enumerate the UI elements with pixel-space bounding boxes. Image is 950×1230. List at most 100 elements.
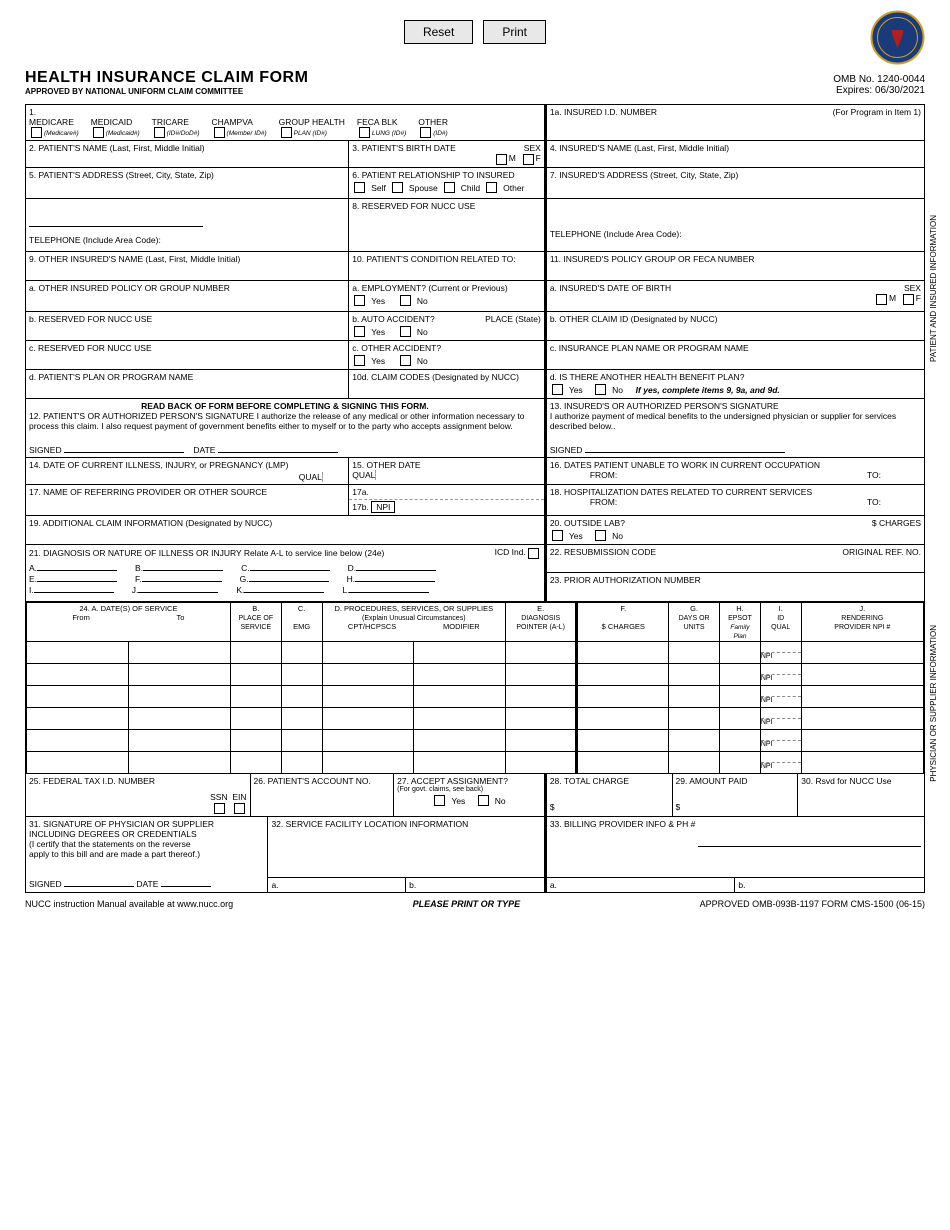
champva-checkbox[interactable]	[214, 127, 225, 138]
date31-line[interactable]	[161, 877, 211, 887]
box33b[interactable]: b.	[735, 878, 924, 892]
box33a[interactable]: a.	[547, 878, 736, 892]
box12-date: DATE	[193, 445, 215, 455]
box32a[interactable]: a.	[268, 878, 406, 892]
medicare-checkbox[interactable]	[31, 127, 42, 138]
othacc-no: No	[417, 356, 428, 366]
sex-m-checkbox[interactable]	[496, 154, 507, 165]
diag-a-field[interactable]	[37, 562, 117, 571]
box33-label: 33. BILLING PROVIDER INFO & PH #	[550, 819, 921, 829]
medicare-label: MEDICARE	[29, 117, 79, 127]
box5[interactable]: 5. PATIENT'S ADDRESS (Street, City, Stat…	[26, 168, 349, 198]
diag-j-field[interactable]	[138, 584, 218, 593]
box17[interactable]: 17. NAME OF REFERRING PROVIDER OR OTHER …	[26, 485, 349, 515]
service-row[interactable]: NPI	[27, 730, 924, 752]
service-row[interactable]: NPI	[27, 708, 924, 730]
ins-sex-f-checkbox[interactable]	[903, 294, 914, 305]
service-row[interactable]: NPI	[27, 752, 924, 774]
h24b: B.	[252, 604, 259, 613]
diag-e-field[interactable]	[37, 573, 117, 582]
rel-self-checkbox[interactable]	[354, 182, 365, 193]
auto-no: No	[417, 327, 428, 337]
accept-no-checkbox[interactable]	[478, 795, 489, 806]
h24a-to: To	[177, 613, 185, 622]
reset-button[interactable]: Reset	[404, 20, 473, 44]
h24g3: UNITS	[684, 624, 705, 631]
box9[interactable]: 9. OTHER INSURED'S NAME (Last, First, Mi…	[26, 252, 349, 280]
box6-label: 6. PATIENT RELATIONSHIP TO INSURED	[352, 170, 541, 180]
medicaid-checkbox[interactable]	[93, 127, 104, 138]
box23[interactable]: 23. PRIOR AUTHORIZATION NUMBER	[547, 573, 924, 601]
box9d[interactable]: d. PATIENT'S PLAN OR PROGRAM NAME	[26, 370, 349, 398]
box31-signed: SIGNED	[29, 879, 62, 889]
rel-child: Child	[461, 183, 480, 193]
lab-no-checkbox[interactable]	[595, 530, 606, 541]
box2[interactable]: 2. PATIENT'S NAME (Last, First, Middle I…	[26, 141, 349, 167]
footer-print: PLEASE PRINT OR TYPE	[413, 899, 521, 909]
plan-no-checkbox[interactable]	[595, 384, 606, 395]
box11[interactable]: 11. INSURED'S POLICY GROUP OR FECA NUMBE…	[547, 252, 924, 280]
sex-f-checkbox[interactable]	[523, 154, 534, 165]
form-subtitle: APPROVED BY NATIONAL UNIFORM CLAIM COMMI…	[25, 87, 308, 96]
service-row[interactable]: NPI	[27, 642, 924, 664]
expires: Expires: 06/30/2021	[833, 85, 925, 96]
emp-yes-checkbox[interactable]	[354, 295, 365, 306]
box20-charges: $ CHARGES	[872, 518, 921, 528]
npi-label: NPI	[761, 762, 801, 770]
diag-b-field[interactable]	[143, 562, 223, 571]
diag-g-field[interactable]	[249, 573, 329, 582]
box7[interactable]: 7. INSURED'S ADDRESS (Street, City, Stat…	[547, 168, 924, 198]
diag-l-field[interactable]	[349, 584, 429, 593]
h24j2: RENDERING	[841, 615, 883, 622]
ein-checkbox[interactable]	[234, 803, 245, 814]
box32b[interactable]: b.	[406, 878, 544, 892]
ssn-checkbox[interactable]	[214, 803, 225, 814]
plan-yes-checkbox[interactable]	[552, 384, 563, 395]
box11c[interactable]: c. INSURANCE PLAN NAME OR PROGRAM NAME	[547, 341, 924, 369]
othacc-no-checkbox[interactable]	[400, 355, 411, 366]
ins-sex-m-checkbox[interactable]	[876, 294, 887, 305]
diag-d-field[interactable]	[356, 562, 436, 571]
rel-child-checkbox[interactable]	[444, 182, 455, 193]
service-table: 24. A. DATE(S) OF SERVICEFromTo B.PLACE …	[26, 602, 924, 774]
accept-yes-checkbox[interactable]	[434, 795, 445, 806]
diag-k-field[interactable]	[244, 584, 324, 593]
print-button[interactable]: Print	[483, 20, 546, 44]
feca-checkbox[interactable]	[359, 127, 370, 138]
service-row[interactable]: NPI	[27, 664, 924, 686]
date12-line[interactable]	[218, 443, 338, 453]
emp-no-checkbox[interactable]	[400, 295, 411, 306]
box10c-label: c. OTHER ACCIDENT?	[352, 343, 541, 353]
box22-orig: ORIGINAL REF. NO.	[842, 547, 921, 570]
footer-approved: APPROVED OMB-093B-1197 FORM CMS-1500 (06…	[700, 899, 925, 909]
lab-yes-checkbox[interactable]	[552, 530, 563, 541]
other-checkbox[interactable]	[420, 127, 431, 138]
medicare-sub: (Medicare#)	[44, 130, 79, 137]
box4[interactable]: 4. INSURED'S NAME (Last, First, Middle I…	[547, 141, 924, 167]
box11a-sex: SEX	[904, 283, 921, 293]
sig12-line[interactable]	[64, 443, 184, 453]
othacc-yes-checkbox[interactable]	[354, 355, 365, 366]
box18-to: TO:	[867, 497, 881, 507]
box26[interactable]: 26. PATIENT'S ACCOUNT NO.	[251, 774, 395, 815]
box10d[interactable]: 10d. CLAIM CODES (Designated by NUCC)	[349, 370, 547, 398]
auto-no-checkbox[interactable]	[400, 326, 411, 337]
sex-m: M	[509, 153, 516, 163]
rel-spouse-checkbox[interactable]	[392, 182, 403, 193]
box1-num: 1.	[29, 107, 541, 117]
box9a[interactable]: a. OTHER INSURED POLICY OR GROUP NUMBER	[26, 281, 349, 311]
rel-other-checkbox[interactable]	[486, 182, 497, 193]
group-checkbox[interactable]	[281, 127, 292, 138]
box11b[interactable]: b. OTHER CLAIM ID (Designated by NUCC)	[547, 312, 924, 340]
box19[interactable]: 19. ADDITIONAL CLAIM INFORMATION (Design…	[26, 516, 547, 544]
tricare-checkbox[interactable]	[154, 127, 165, 138]
sig31-line[interactable]	[64, 877, 134, 887]
auto-yes-checkbox[interactable]	[354, 326, 365, 337]
service-row[interactable]: NPI	[27, 686, 924, 708]
sig13-line[interactable]	[585, 443, 785, 453]
diag-h-field[interactable]	[355, 573, 435, 582]
diag-i-field[interactable]	[34, 584, 114, 593]
diag-f-field[interactable]	[142, 573, 222, 582]
diag-c-field[interactable]	[250, 562, 330, 571]
icd-box[interactable]	[528, 548, 539, 559]
